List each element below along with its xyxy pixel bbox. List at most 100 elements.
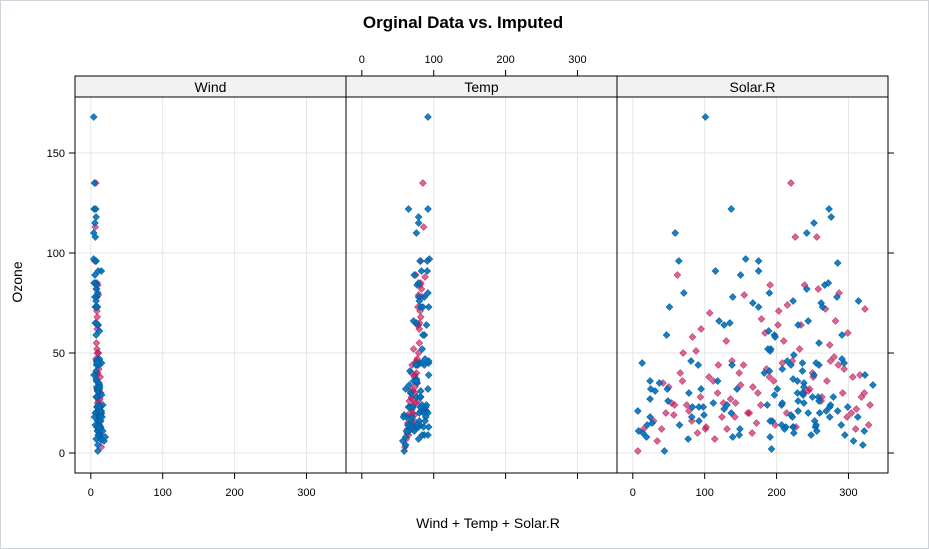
data-point-observed [424, 113, 432, 121]
data-point-imputed [782, 409, 791, 417]
data-point-observed [412, 319, 421, 327]
data-point-observed [728, 293, 737, 301]
data-point-observed [794, 407, 802, 415]
data-point-observed [798, 359, 807, 367]
x-tick-label: 0 [630, 487, 636, 499]
data-point-observed [780, 425, 789, 433]
data-point-observed [674, 257, 683, 265]
data-point-observed [760, 369, 769, 377]
data-point-imputed [722, 337, 731, 345]
data-point-observed [92, 213, 100, 221]
data-point-observed [643, 421, 652, 429]
data-point-imputed [756, 401, 765, 409]
data-point-observed [697, 385, 705, 393]
data-point-observed [695, 417, 703, 425]
data-point-observed [783, 357, 792, 365]
data-point-observed [793, 389, 802, 397]
panel-temp: Temp [345, 75, 618, 474]
data-point-observed [89, 229, 98, 237]
data-point-imputed [414, 349, 423, 357]
data-point-observed [424, 385, 432, 393]
data-point-observed [93, 303, 101, 311]
y-tick-label: 50 [53, 348, 65, 360]
data-point-observed [800, 399, 808, 407]
data-point-observed [735, 431, 744, 439]
x-tick-label: 300 [297, 487, 315, 499]
y-axis-title: Ozone [9, 261, 25, 302]
data-point-observed [97, 407, 105, 415]
plot-outline [74, 75, 889, 474]
data-point-observed [421, 417, 429, 425]
data-point-imputed [861, 305, 869, 313]
data-point-observed [93, 447, 102, 455]
data-point-observed [410, 427, 419, 435]
data-point-observed [812, 421, 820, 429]
panel-solar-r: Solar.R [616, 75, 889, 474]
data-point-imputed [856, 371, 864, 379]
data-point-observed [723, 401, 731, 409]
data-point-observed [789, 297, 797, 305]
data-point-imputed [765, 373, 774, 381]
data-point-observed [701, 113, 710, 121]
data-point-observed [826, 401, 835, 409]
data-point-observed [824, 279, 833, 287]
data-point-observed [418, 431, 427, 439]
x-axis-title: Wind + Temp + Solar.R [416, 515, 560, 531]
data-point-observed [770, 391, 779, 399]
data-point-observed [728, 361, 736, 369]
data-point-observed [810, 371, 818, 379]
data-point-observed [766, 433, 774, 441]
data-point-observed [827, 213, 836, 221]
data-point-observed [794, 397, 802, 405]
x-tick-label: 200 [225, 487, 243, 499]
data-point-observed [409, 403, 417, 411]
data-point-observed [97, 391, 106, 399]
data-point-observed [638, 359, 646, 367]
data-point-imputed [92, 339, 101, 347]
data-point-imputed [866, 401, 874, 409]
data-point-observed [90, 371, 98, 379]
data-point-imputed [857, 393, 866, 401]
data-point-imputed [688, 333, 697, 341]
data-point-imputed [693, 429, 702, 437]
data-point-observed [424, 371, 433, 379]
data-point-observed [815, 397, 823, 405]
data-point-observed [424, 423, 433, 431]
data-point-imputed [735, 369, 744, 377]
data-point-observed [778, 365, 787, 373]
data-point-imputed [415, 339, 424, 347]
data-point-imputed [814, 285, 823, 293]
data-point-observed [91, 257, 100, 265]
data-point-observed [646, 395, 654, 403]
data-point-imputed [702, 423, 710, 431]
data-point-observed [766, 417, 774, 425]
data-point-imputed [634, 447, 642, 455]
data-point-observed [787, 361, 795, 369]
data-point-observed [817, 299, 825, 307]
data-point-imputed [416, 313, 425, 321]
data-point-observed [793, 377, 802, 385]
data-point-observed [741, 255, 750, 263]
x-tick-label: 200 [496, 54, 514, 66]
data-point-observed [688, 403, 697, 411]
data-point-imputed [830, 353, 838, 361]
data-point-observed [94, 267, 103, 275]
data-point-observed [804, 409, 813, 417]
data-point-observed [416, 393, 424, 401]
data-point-observed [771, 333, 779, 341]
data-point-observed [720, 321, 728, 329]
data-point-observed [401, 385, 410, 393]
data-point-observed [639, 429, 647, 437]
data-point-observed [802, 229, 811, 237]
data-point-observed [807, 431, 815, 439]
data-point-observed [415, 297, 424, 305]
data-point-observed [403, 421, 412, 429]
data-point-imputed [838, 389, 847, 397]
data-point-observed [841, 431, 849, 439]
data-point-observed [414, 435, 423, 443]
data-point-imputed [843, 329, 852, 337]
data-point-observed [778, 399, 787, 407]
data-point-observed [91, 293, 99, 301]
